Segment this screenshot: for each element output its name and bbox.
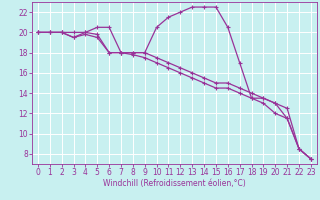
- X-axis label: Windchill (Refroidissement éolien,°C): Windchill (Refroidissement éolien,°C): [103, 179, 246, 188]
